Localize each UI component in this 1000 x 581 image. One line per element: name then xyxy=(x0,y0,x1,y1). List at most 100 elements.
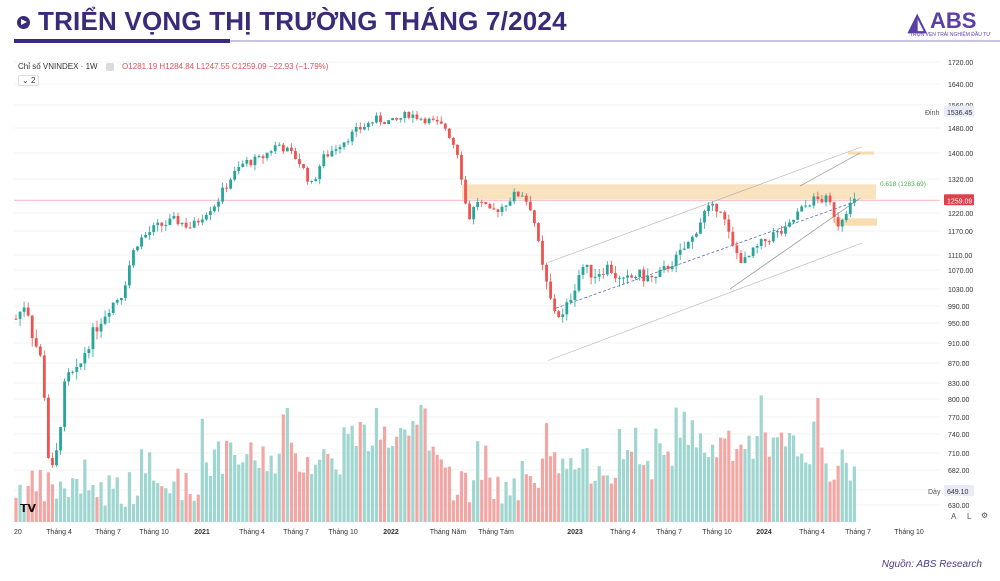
candle-body xyxy=(751,247,755,257)
candle-body xyxy=(447,128,451,138)
candle-body xyxy=(188,227,192,229)
candle-body xyxy=(237,166,241,171)
settings-gear-icon[interactable]: ⚙ xyxy=(981,511,989,520)
volume-bar xyxy=(820,447,824,522)
candle-body xyxy=(686,241,690,249)
candle-body xyxy=(565,302,569,315)
candle-body xyxy=(626,275,629,278)
abs-logo-mark-icon: ◭ xyxy=(908,9,927,36)
volume-bar xyxy=(208,475,212,522)
volume-bar xyxy=(739,444,743,522)
candle-body xyxy=(699,222,702,234)
candle-body xyxy=(711,203,714,206)
source-note: Nguồn: ABS Research xyxy=(881,559,982,570)
volume-bar xyxy=(532,482,536,522)
candle-body xyxy=(824,195,828,203)
volume-bar xyxy=(755,436,759,522)
candle-body xyxy=(395,118,399,120)
volume-bar xyxy=(192,500,196,522)
y-tick-label: 1320.00 xyxy=(948,177,973,184)
x-tick-label: 2021 xyxy=(194,529,210,536)
candle-body xyxy=(743,257,747,264)
symbol-label[interactable]: Chỉ số VNINDEX · 1W xyxy=(18,62,98,71)
volume-bar xyxy=(553,452,557,522)
volume-bar xyxy=(277,453,281,522)
candle-body xyxy=(488,204,492,209)
candle-body xyxy=(180,222,184,225)
volume-bar xyxy=(828,481,832,522)
volume-bar xyxy=(767,456,771,522)
candle-body xyxy=(144,235,147,238)
volume-bar xyxy=(808,464,812,522)
volume-bar xyxy=(771,437,775,522)
volume-bar xyxy=(314,464,318,522)
volume-bar xyxy=(516,500,520,522)
volume-bar xyxy=(723,438,727,522)
volume-bar xyxy=(763,432,767,522)
volume-bar xyxy=(735,449,739,522)
candle-body xyxy=(411,114,415,118)
volume-bar xyxy=(387,447,391,522)
volume-bar xyxy=(257,467,261,522)
candle-body xyxy=(156,222,160,226)
volume-bar xyxy=(711,444,715,522)
y-tick-label: 990.00 xyxy=(948,304,970,311)
candle-body xyxy=(249,159,253,166)
x-tick-label: Tháng Năm xyxy=(430,529,467,536)
eye-toggle-icon[interactable] xyxy=(105,62,114,71)
last-price-tag: 1259.09 xyxy=(947,198,972,205)
candle-body xyxy=(800,206,804,212)
candle-body xyxy=(38,346,42,356)
candle-body xyxy=(128,265,131,286)
log-scale-button[interactable]: L xyxy=(967,512,972,521)
studies-toggle[interactable]: ⌄ 2 xyxy=(18,75,40,86)
volume-bar xyxy=(326,453,330,522)
candle-body xyxy=(646,275,650,282)
candle-body xyxy=(443,123,447,129)
tradingview-logo-icon[interactable]: 𝗧𝗩 xyxy=(20,503,37,515)
candle-body xyxy=(55,450,58,466)
candle-body xyxy=(638,269,642,277)
candle-body xyxy=(91,327,95,350)
volume-bar xyxy=(544,423,549,522)
candle-body xyxy=(581,266,585,275)
volume-bar xyxy=(103,505,107,522)
volume-bar xyxy=(597,466,601,522)
volume-bar xyxy=(71,478,75,522)
candle-body xyxy=(427,118,431,124)
candle-body xyxy=(34,338,38,347)
volume-bar xyxy=(399,428,403,522)
volume-bar xyxy=(694,447,698,522)
header-divider xyxy=(14,40,1000,42)
volume-bar xyxy=(269,455,273,522)
candle-body xyxy=(784,226,787,234)
volume-bar xyxy=(310,473,314,522)
candle-body xyxy=(670,266,674,270)
candle-body xyxy=(71,371,75,373)
play-bullet-icon xyxy=(17,16,30,29)
candle-body xyxy=(755,245,759,248)
volume-bar xyxy=(42,501,46,522)
auto-scale-button[interactable]: A xyxy=(951,512,957,521)
volume-bar xyxy=(358,421,362,522)
candle-body xyxy=(229,179,233,189)
volume-bar xyxy=(338,474,342,522)
x-tick-label: Tháng 10 xyxy=(894,529,924,536)
volume-bar xyxy=(787,433,792,522)
volume-bar xyxy=(382,426,387,522)
candle-body xyxy=(682,248,686,250)
volume-bar xyxy=(148,452,152,522)
candle-body xyxy=(792,219,795,223)
candle-body xyxy=(812,196,816,206)
y-tick-label: 630.00 xyxy=(948,503,970,510)
candle-body xyxy=(715,203,719,212)
y-tick-label: 1480.00 xyxy=(948,126,973,133)
y-tick-label: 1720.00 xyxy=(948,60,973,67)
volume-bar xyxy=(139,449,144,522)
candle-body xyxy=(346,141,350,143)
volume-bar xyxy=(642,465,646,522)
volume-bar xyxy=(719,437,723,522)
volume-bar xyxy=(342,427,346,522)
candle-body xyxy=(403,111,407,119)
